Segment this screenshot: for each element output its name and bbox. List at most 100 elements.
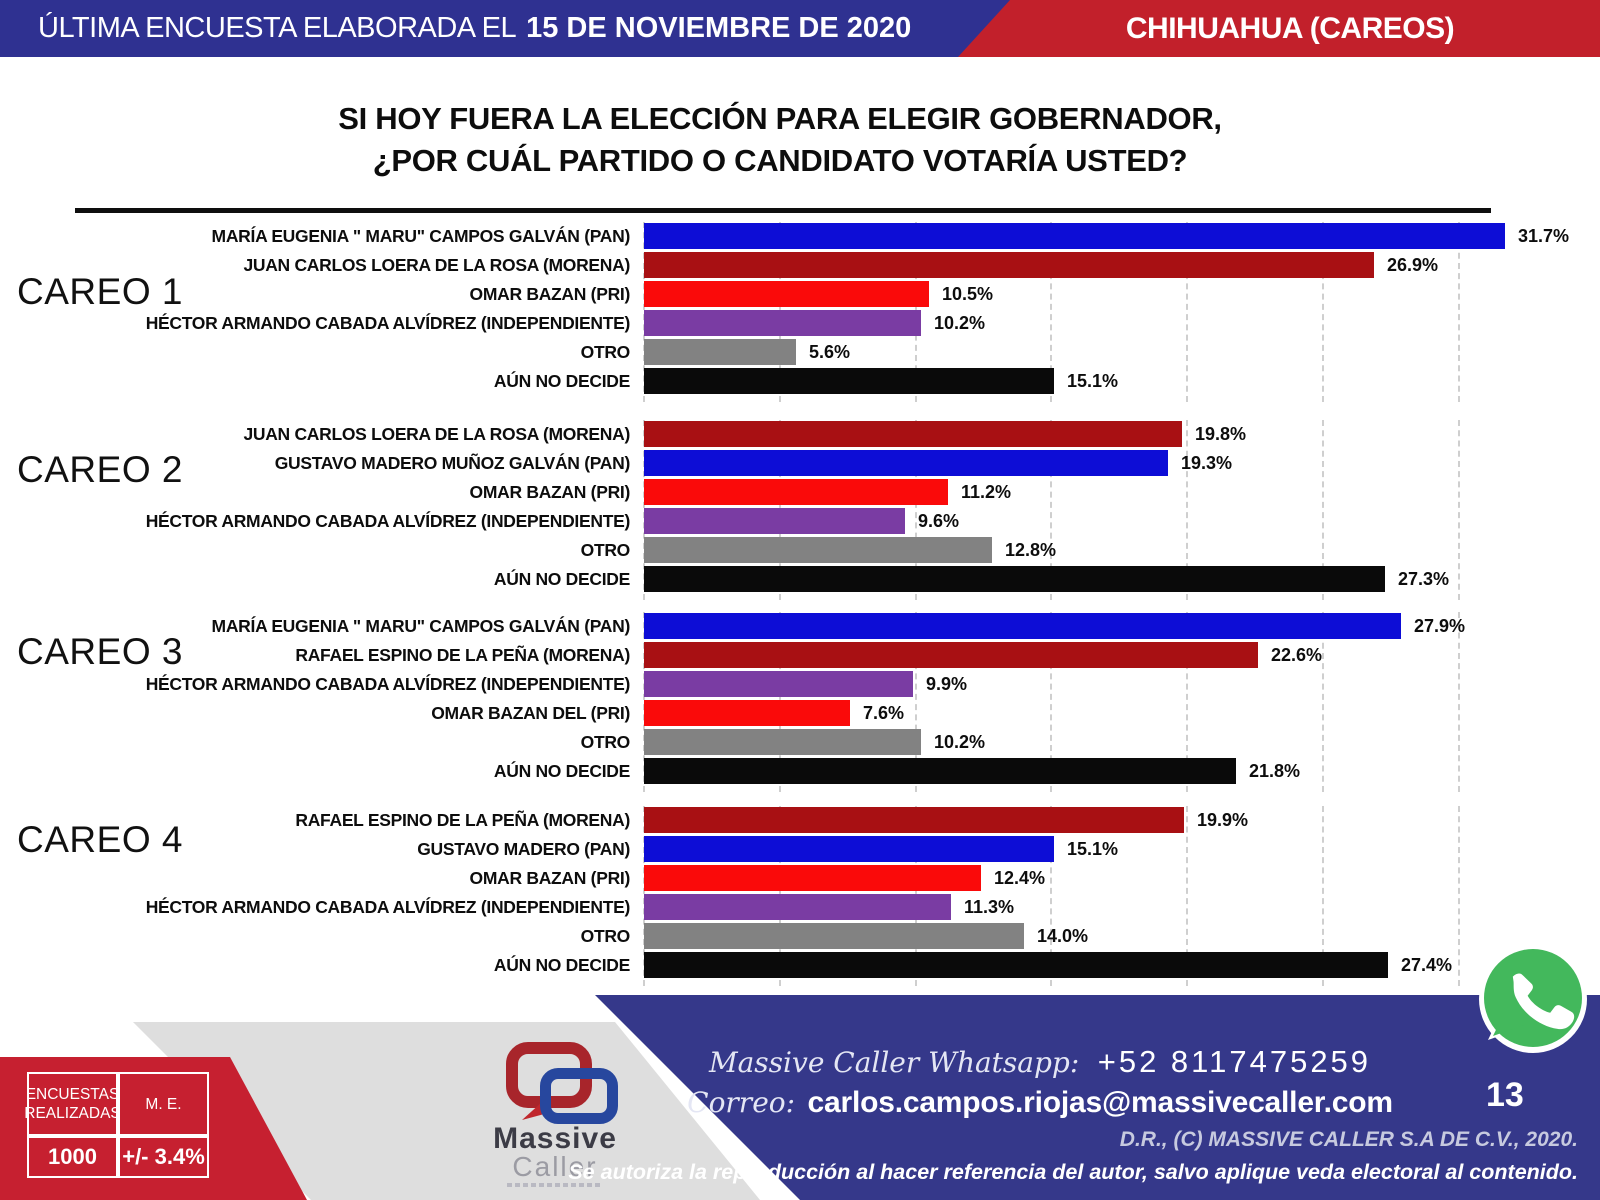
value-label: 7.6% xyxy=(863,703,905,723)
careo-group: CAREO 3 MARÍA EUGENIA " MARU" CAMPOS GALV… xyxy=(0,612,1600,792)
value-label: 11.2% xyxy=(961,482,1012,502)
careo-group: CAREO 2 JUAN CARLOS LOERA DE LA ROSA (MOR… xyxy=(0,420,1600,600)
value-bar xyxy=(644,479,948,505)
stats-header-me: M. E. xyxy=(118,1072,209,1136)
header-red-segment xyxy=(958,0,1600,57)
candidate-label: AÚN NO DECIDE xyxy=(493,955,630,975)
bar-row: GUSTAVO MADERO MUÑOZ GALVÁN (PAN) 19.3% xyxy=(0,449,1600,478)
value-label: 10.5% xyxy=(942,284,994,304)
gridline xyxy=(1186,222,1188,402)
candidate-label: OMAR BAZAN (PRI) xyxy=(469,868,631,888)
value-label: 12.8% xyxy=(1005,540,1057,560)
bar-row: RAFAEL ESPINO DE LA PEÑA (MORENA) 22.6% xyxy=(0,641,1600,670)
correo-line: Correo: carlos.campos.riojas@massivecall… xyxy=(640,1086,1440,1120)
value-bar xyxy=(644,339,796,365)
value-label: 9.9% xyxy=(926,674,968,694)
logo-text-massive: Massive xyxy=(493,1122,617,1155)
header-region-title: CHIHUAHUA (CAREOS) xyxy=(1125,12,1455,45)
contact-block: Massive Caller Whatsapp: +52 8117475259 … xyxy=(640,1044,1440,1126)
candidate-label: OTRO xyxy=(580,342,631,362)
header-bar: ÚLTIMA ENCUESTA ELABORADA EL 15 DE NOVIEM… xyxy=(0,0,1600,57)
value-label: 21.8% xyxy=(1249,761,1301,781)
candidate-label: HÉCTOR ARMANDO CABADA ALVÍDREZ (INDEPEND… xyxy=(145,674,631,694)
value-bar xyxy=(644,807,1184,833)
gridline xyxy=(1186,612,1188,792)
bar-row: AÚN NO DECIDE 27.3% xyxy=(0,565,1600,594)
value-bar xyxy=(644,368,1054,394)
candidate-label: JUAN CARLOS LOERA DE LA ROSA (MORENA) xyxy=(243,424,630,444)
correo-label: Correo: xyxy=(687,1086,796,1119)
stats-value-me: +/- 3.4% xyxy=(118,1136,209,1178)
gridline xyxy=(1186,806,1188,986)
stats-value-encuestas: 1000 xyxy=(27,1136,118,1178)
bar-row: GUSTAVO MADERO (PAN) 15.1% xyxy=(0,835,1600,864)
value-bar xyxy=(644,252,1374,278)
logo-text-caller: Caller xyxy=(512,1151,598,1182)
gridline xyxy=(1457,420,1460,600)
candidate-label: HÉCTOR ARMANDO CABADA ALVÍDREZ (INDEPEND… xyxy=(145,313,631,333)
candidate-label: JUAN CARLOS LOERA DE LA ROSA (MORENA) xyxy=(243,255,630,275)
value-bar xyxy=(644,865,981,891)
bar-row: AÚN NO DECIDE 27.4% xyxy=(0,951,1600,980)
careo-group: CAREO 4 RAFAEL ESPINO DE LA PEÑA (MORENA)… xyxy=(0,806,1600,986)
page-title-line1: SI HOY FUERA LA ELECCIÓN PARA ELEGIR GOB… xyxy=(338,101,1222,136)
value-label: 19.9% xyxy=(1197,810,1249,830)
stats-header-encuestas: ENCUESTAS REALIZADAS xyxy=(24,1072,121,1136)
value-label: 31.7% xyxy=(1518,226,1570,246)
value-bar xyxy=(644,421,1182,447)
value-label: 27.3% xyxy=(1398,569,1450,589)
header-survey-date: ÚLTIMA ENCUESTA ELABORADA EL 15 DE NOVIEM… xyxy=(38,0,911,57)
value-bar xyxy=(644,894,951,920)
bar-row: OMAR BAZAN (PRI) 10.5% xyxy=(0,280,1600,309)
value-bar xyxy=(644,671,913,697)
bar-row: HÉCTOR ARMANDO CABADA ALVÍDREZ (INDEPEND… xyxy=(0,309,1600,338)
whatsapp-line: Massive Caller Whatsapp: +52 8117475259 xyxy=(640,1044,1440,1080)
candidate-label: AÚN NO DECIDE xyxy=(493,371,630,391)
candidate-label: RAFAEL ESPINO DE LA PEÑA (MORENA) xyxy=(295,645,630,665)
gridline xyxy=(1321,806,1324,986)
careo-group-label: CAREO 1 xyxy=(17,271,183,312)
value-label: 12.4% xyxy=(994,868,1046,888)
logo-tagline xyxy=(507,1183,603,1187)
page-title: SI HOY FUERA LA ELECCIÓN PARA ELEGIR GOB… xyxy=(0,98,1560,182)
bar-row: AÚN NO DECIDE 15.1% xyxy=(0,367,1600,396)
value-label: 15.1% xyxy=(1067,371,1119,391)
candidate-label: RAFAEL ESPINO DE LA PEÑA (MORENA) xyxy=(295,810,630,830)
value-label: 15.1% xyxy=(1067,839,1119,859)
gridline xyxy=(1050,612,1053,792)
page-number: 13 xyxy=(1486,1076,1524,1114)
massive-caller-logo: Massive Caller xyxy=(470,1040,640,1187)
correo-address: carlos.campos.riojas@massivecaller.com xyxy=(807,1086,1394,1119)
gridline xyxy=(1321,612,1324,792)
value-label: 10.2% xyxy=(934,313,986,333)
gridline xyxy=(1457,222,1460,402)
careo-group: CAREO 1 MARÍA EUGENIA " MARU" CAMPOS GALV… xyxy=(0,222,1600,402)
candidate-label: OTRO xyxy=(580,540,631,560)
bar-row: OMAR BAZAN (PRI) 11.2% xyxy=(0,478,1600,507)
careos-bar-chart: CAREO 1 MARÍA EUGENIA " MARU" CAMPOS GALV… xyxy=(0,222,1600,986)
gridline xyxy=(914,612,917,792)
candidate-label: GUSTAVO MADERO MUÑOZ GALVÁN (PAN) xyxy=(274,453,631,473)
value-label: 22.6% xyxy=(1271,645,1323,665)
bar-row: MARÍA EUGENIA " MARU" CAMPOS GALVÁN (PAN… xyxy=(0,612,1600,641)
bar-row: RAFAEL ESPINO DE LA PEÑA (MORENA) 19.9% xyxy=(0,806,1600,835)
whatsapp-number: +52 8117475259 xyxy=(1097,1044,1372,1079)
candidate-label: OMAR BAZAN DEL (PRI) xyxy=(431,703,630,723)
value-label: 27.9% xyxy=(1414,616,1466,636)
candidate-label: OMAR BAZAN (PRI) xyxy=(469,482,631,502)
candidate-label: MARÍA EUGENIA " MARU" CAMPOS GALVÁN (PAN… xyxy=(211,616,631,636)
candidate-label: OMAR BAZAN (PRI) xyxy=(469,284,631,304)
gridline xyxy=(1457,612,1460,792)
bar-row: JUAN CARLOS LOERA DE LA ROSA (MORENA) 19.… xyxy=(0,420,1600,449)
gridline xyxy=(1050,806,1053,986)
bar-row: OMAR BAZAN (PRI) 12.4% xyxy=(0,864,1600,893)
value-bar xyxy=(644,758,1236,784)
value-bar xyxy=(644,613,1401,639)
candidate-label: GUSTAVO MADERO (PAN) xyxy=(417,839,630,859)
bar-row: OTRO 14.0% xyxy=(0,922,1600,951)
bar-row: AÚN NO DECIDE 21.8% xyxy=(0,757,1600,786)
value-bar xyxy=(644,729,921,755)
value-bar xyxy=(644,450,1168,476)
value-bar xyxy=(644,281,929,307)
bar-row: OTRO 12.8% xyxy=(0,536,1600,565)
